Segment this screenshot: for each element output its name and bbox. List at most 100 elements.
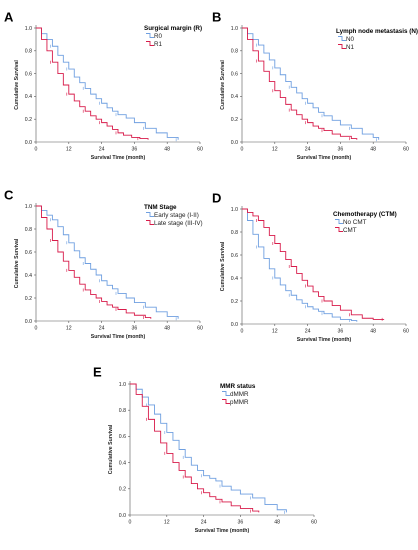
y-tick-label: 0.6 (231, 253, 238, 259)
x-axis-title: Survival Time (month) (91, 155, 146, 161)
y-tick-label: 1.0 (231, 207, 238, 213)
legend-label: N0 (346, 36, 355, 43)
x-tick-label: 12 (272, 329, 278, 335)
x-tick-label: 0 (241, 329, 244, 335)
legend-title: MMR status (220, 383, 256, 390)
legend-label: Early stage (I-II) (154, 212, 199, 219)
legend-swatch (335, 219, 343, 224)
x-tick-label: 12 (272, 147, 278, 153)
legend-label: CMT (343, 227, 357, 234)
legend-swatch (222, 391, 230, 396)
legend-swatch (146, 220, 154, 225)
x-tick-label: 60 (403, 147, 409, 153)
x-tick-label: 60 (197, 326, 203, 332)
x-tick-label: 12 (66, 147, 72, 153)
y-tick-label: 0.6 (25, 250, 32, 256)
legend-swatch (338, 44, 346, 49)
y-tick-label: 0.8 (119, 408, 126, 414)
panel-e: E 0.0 0.2 0.4 0.6 0.8 1.0 0 12 24 36 48 60 Survival T… (93, 365, 317, 534)
y-tick-label: 0.0 (119, 513, 126, 519)
panel-b: B 0.0 0.2 0.4 0.6 0.8 1.0 0 12 24 36 48 60 Survival T… (212, 10, 418, 161)
panel-letter: D (212, 191, 221, 206)
legend-title: Lymph node metastasis (N) (336, 28, 418, 35)
panel-c: C 0.0 0.2 0.4 0.6 0.8 1.0 0 12 24 36 48 60 Survival T… (4, 188, 203, 340)
x-tick-label: 24 (305, 147, 311, 153)
y-tick-label: 1.0 (25, 204, 32, 210)
x-tick-label: 12 (66, 326, 72, 332)
y-tick-label: 0.8 (231, 49, 238, 55)
x-tick-label: 0 (129, 520, 132, 526)
y-tick-label: 1.0 (25, 26, 32, 32)
legend-label: No CMT (343, 219, 367, 226)
x-axis-title: Survival Time (month) (297, 337, 352, 343)
x-tick-label: 0 (241, 147, 244, 153)
y-tick-label: 0.4 (119, 460, 126, 466)
y-tick-label: 0.0 (231, 322, 238, 328)
y-axis-title: Cumulative Survival (14, 60, 20, 110)
x-tick-label: 24 (201, 520, 207, 526)
panel-d: D 0.0 0.2 0.4 0.6 0.8 1.0 0 12 24 36 48 60 Survival T… (212, 191, 409, 343)
y-tick-label: 0.8 (231, 230, 238, 236)
x-tick-label: 0 (35, 147, 38, 153)
y-tick-label: 0.0 (231, 140, 238, 146)
x-tick-label: 36 (338, 147, 344, 153)
x-tick-label: 48 (370, 147, 376, 153)
legend-title: Surgical margin (R) (144, 25, 202, 32)
survival-curve-r0 (36, 27, 179, 140)
y-tick-label: 0.6 (25, 71, 32, 77)
x-axis-title: Survival Time (month) (91, 334, 146, 340)
y-axis-title: Cumulative Survival (14, 238, 20, 288)
survival-curve-n1 (242, 27, 358, 140)
legend-title: TNM Stage (144, 204, 177, 211)
y-tick-label: 0.8 (25, 49, 32, 55)
legend-swatch (146, 41, 154, 46)
legend-swatch (146, 212, 154, 217)
survival-curve-r1 (36, 27, 149, 140)
y-tick-label: 0.4 (25, 273, 32, 279)
x-tick-label: 48 (370, 329, 376, 335)
x-tick-label: 60 (197, 147, 203, 153)
y-tick-label: 0.2 (119, 487, 126, 493)
x-axis-title: Survival Time (month) (195, 528, 250, 534)
y-tick-label: 0.2 (231, 117, 238, 123)
x-axis-title: Survival Time (month) (297, 155, 352, 161)
legend-swatch (222, 399, 230, 404)
legend-label: Late stage (III-IV) (154, 220, 203, 227)
y-tick-label: 0.4 (25, 94, 32, 100)
panel-a: A 0.0 0.2 0.4 0.6 0.8 1.0 0 12 24 36 48 60 Survival T… (4, 10, 203, 161)
y-tick-label: 0.2 (25, 296, 32, 302)
survival-curve-no-cmt (242, 208, 358, 322)
x-tick-label: 36 (132, 147, 138, 153)
x-tick-label: 60 (311, 520, 317, 526)
legend-label: dMMR (230, 391, 249, 398)
y-tick-label: 0.4 (231, 94, 238, 100)
x-tick-label: 36 (238, 520, 244, 526)
legend-label: N1 (346, 44, 355, 51)
x-tick-label: 24 (99, 326, 105, 332)
y-tick-label: 0.8 (25, 227, 32, 233)
panel-letter: E (93, 365, 102, 380)
x-tick-label: 24 (305, 329, 311, 335)
y-axis-title: Cumulative Survival (220, 241, 226, 291)
panel-letter: B (212, 10, 221, 25)
x-tick-label: 36 (132, 326, 138, 332)
survival-curve-early-stage-i-ii- (36, 205, 179, 319)
x-tick-label: 36 (338, 329, 344, 335)
legend-label: pMMR (230, 399, 249, 406)
y-axis-title: Cumulative Survival (220, 60, 226, 110)
x-tick-label: 60 (403, 329, 409, 335)
legend-swatch (335, 227, 343, 232)
x-tick-label: 48 (164, 147, 170, 153)
panel-letter: C (4, 188, 14, 203)
y-tick-label: 0.2 (25, 117, 32, 123)
legend-label: R1 (154, 41, 163, 48)
survival-curve-pmmr (130, 383, 260, 513)
y-tick-label: 0.6 (231, 71, 238, 77)
legend-label: R0 (154, 33, 163, 40)
x-tick-label: 48 (164, 326, 170, 332)
y-tick-label: 0.6 (119, 434, 126, 440)
panel-letter: A (4, 10, 14, 25)
y-axis-title: Cumulative Survival (108, 424, 114, 474)
survival-curve-cmt (242, 208, 385, 320)
